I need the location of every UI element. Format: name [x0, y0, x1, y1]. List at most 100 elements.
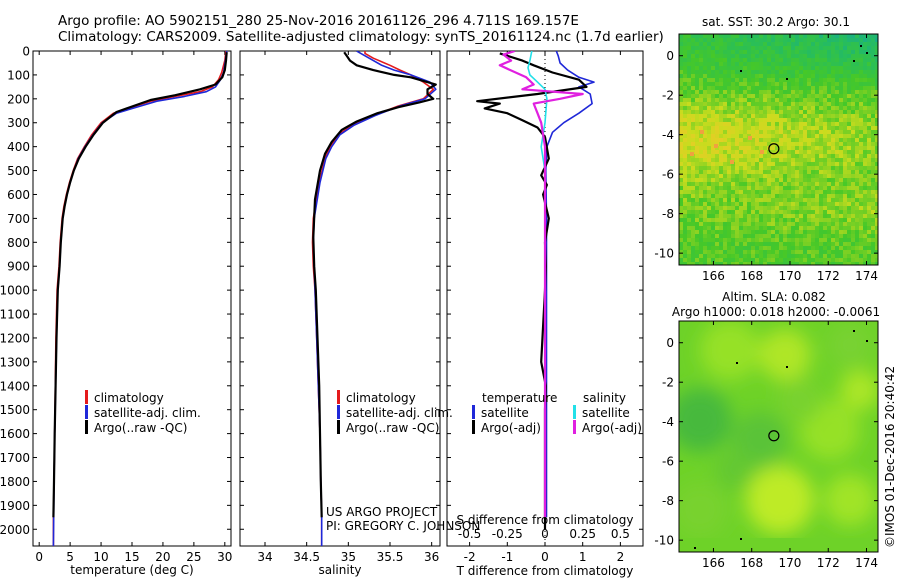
sst-cell: [767, 194, 771, 198]
sst-cell: [707, 94, 711, 98]
sst-cell: [743, 142, 747, 146]
sst-cell: [679, 78, 683, 82]
sst-cell: [731, 58, 735, 62]
sst-cell: [815, 94, 819, 98]
sst-cell: [775, 66, 779, 70]
sst-cell: [851, 218, 855, 222]
sst-cell: [835, 66, 839, 70]
sst-cell: [783, 86, 787, 90]
sst-cell: [691, 158, 695, 162]
sst-cell: [695, 258, 699, 262]
sst-cell: [727, 62, 731, 66]
sst-cell: [723, 118, 727, 122]
sst-cell: [843, 106, 847, 110]
sst-cell: [851, 174, 855, 178]
sst-cell: [779, 78, 783, 82]
sst-cell: [871, 226, 875, 230]
sst-cell: [851, 258, 855, 262]
sst-cell: [691, 202, 695, 206]
sst-cell: [811, 82, 815, 86]
sst-cell: [695, 202, 699, 206]
sst-cell: [695, 230, 699, 234]
sst-cell: [811, 146, 815, 150]
sst-cell: [847, 222, 851, 226]
sst-cell: [683, 250, 687, 254]
sst-cell: [731, 142, 735, 146]
sst-cell: [815, 118, 819, 122]
sst-cell: [783, 190, 787, 194]
sst-cell: [855, 254, 859, 258]
sst-cell: [735, 222, 739, 226]
sst-cell: [815, 158, 819, 162]
sst-cell: [875, 94, 878, 98]
sst-cell: [807, 198, 811, 202]
sst-cell: [799, 234, 803, 238]
sst-cell: [779, 106, 783, 110]
sst-cell: [835, 162, 839, 166]
sst-cell: [739, 218, 743, 222]
sst-cell: [695, 142, 699, 146]
y-tick-label: 200: [7, 92, 30, 106]
sst-cell: [779, 142, 783, 146]
sst-cell: [791, 194, 795, 198]
sst-cell: [863, 74, 867, 78]
map-y-tick-label: 0: [666, 336, 674, 350]
sst-cell: [807, 206, 811, 210]
sst-cell: [687, 250, 691, 254]
sst-cell: [739, 194, 743, 198]
sst-cell: [827, 90, 831, 94]
sst-cell: [683, 258, 687, 262]
sst-cell: [691, 50, 695, 54]
sst-cell: [819, 86, 823, 90]
sst-cell: [739, 182, 743, 186]
sst-cell: [839, 134, 843, 138]
sst-cell: [735, 262, 739, 265]
sst-cell: [751, 166, 755, 170]
sst-cell: [783, 222, 787, 226]
sst-cell: [807, 262, 811, 265]
sst-cell: [875, 166, 878, 170]
sst-cell: [779, 174, 783, 178]
sst-cell: [823, 202, 827, 206]
sst-cell: [759, 214, 763, 218]
sst-cell: [739, 186, 743, 190]
sst-cell: [679, 190, 683, 194]
sst-cell: [863, 150, 867, 154]
sst-cell: [875, 118, 878, 122]
sst-cell: [815, 178, 819, 182]
sst-cell: [819, 154, 823, 158]
sst-cell: [779, 126, 783, 130]
sst-cell: [731, 86, 735, 90]
sst-cell: [703, 90, 707, 94]
sst-cell: [791, 138, 795, 142]
sst-cell: [847, 70, 851, 74]
sst-cell: [727, 234, 731, 238]
sst-cell: [759, 198, 763, 202]
sst-cell: [811, 186, 815, 190]
sst-cell: [875, 102, 878, 106]
sst-cell: [727, 86, 731, 90]
sst-cell: [795, 194, 799, 198]
sst-cell: [707, 154, 711, 158]
sst-cell: [683, 226, 687, 230]
sst-cell: [859, 78, 863, 82]
sst-cell: [871, 250, 875, 254]
sst-cell: [779, 98, 783, 102]
sst-cell: [735, 214, 739, 218]
sst-cell: [835, 134, 839, 138]
sst-cell: [735, 226, 739, 230]
sst-cell: [763, 182, 767, 186]
sst-cell: [867, 230, 871, 234]
sst-cell: [695, 62, 699, 66]
sst-cell: [819, 74, 823, 78]
sst-cell: [687, 198, 691, 202]
sst-cell: [843, 150, 847, 154]
sst-cell: [735, 66, 739, 70]
sst-cell: [727, 34, 731, 38]
sst-cell: [875, 214, 878, 218]
sst-cell: [855, 102, 859, 106]
sst-cell: [775, 130, 779, 134]
sst-cell: [751, 118, 755, 122]
sst-cell: [715, 190, 719, 194]
sst-cell: [791, 150, 795, 154]
